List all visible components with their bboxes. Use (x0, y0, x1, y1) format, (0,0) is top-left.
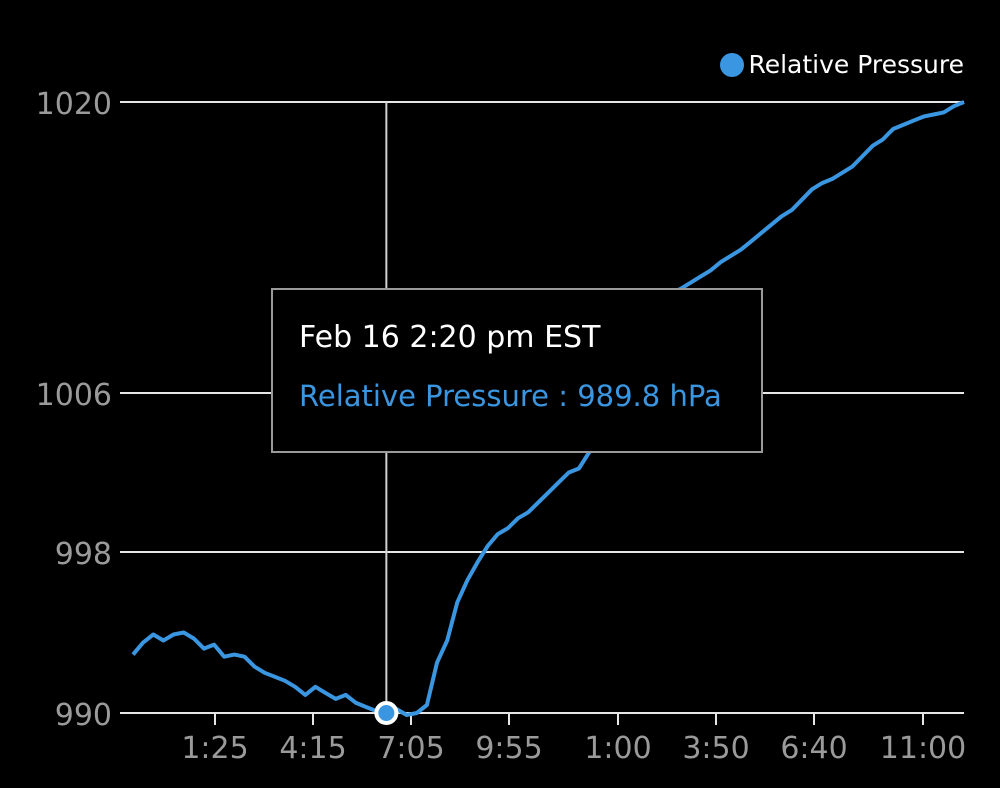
y-tick-label: 1006 (36, 378, 112, 413)
x-tick-label: 6:40 (780, 731, 847, 766)
tooltip-value: Relative Pressure : 989.8 hPa (299, 379, 722, 413)
tooltip: Feb 16 2:20 pm EST Relative Pressure : 9… (271, 288, 763, 453)
legend-label: Relative Pressure (748, 50, 964, 79)
x-tick-label: 1:25 (181, 731, 248, 766)
x-tick-label: 3:50 (682, 731, 749, 766)
hover-point[interactable] (374, 701, 399, 725)
x-tick-label: 9:55 (475, 731, 542, 766)
y-tick-label: 1020 (36, 87, 112, 122)
y-tick-label: 998 (55, 537, 112, 572)
series-line-relative-pressure[interactable] (131, 100, 965, 719)
x-tick-label: 4:15 (279, 731, 346, 766)
legend[interactable]: Relative Pressure (720, 50, 964, 79)
y-tick-label: 990 (55, 698, 112, 733)
x-tick-label: 7:05 (377, 731, 444, 766)
x-axis: 1:25 4:15 7:05 9:55 1:00 3:50 6:40 11:00 (181, 713, 966, 766)
tooltip-title: Feb 16 2:20 pm EST (299, 320, 601, 355)
x-tick-label: 11:00 (880, 731, 966, 766)
x-tick-label: 1:00 (584, 731, 651, 766)
y-axis: 990 998 1006 1020 (36, 87, 112, 733)
legend-dot-icon (720, 52, 745, 77)
